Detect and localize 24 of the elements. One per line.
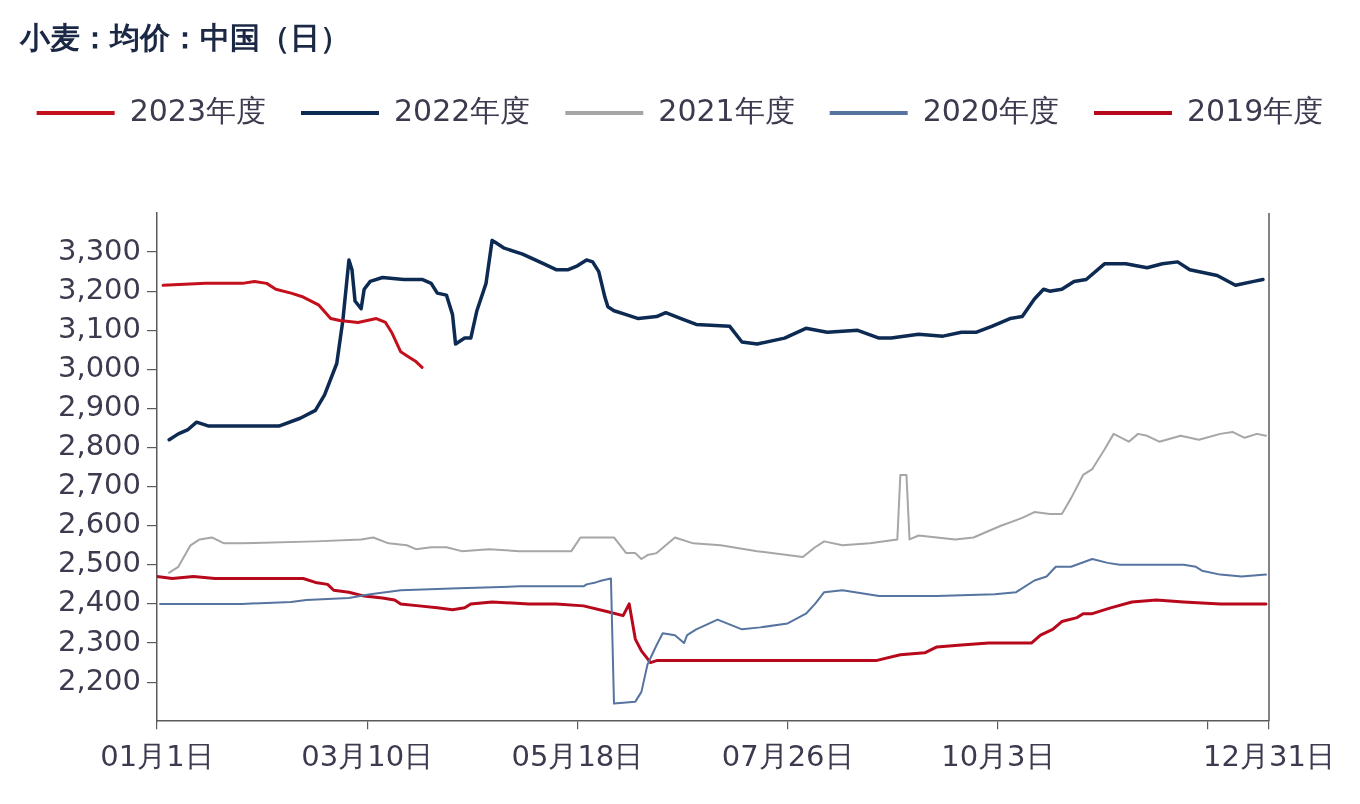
y-tick-label: 2,300 — [57, 623, 141, 658]
y-tick-label: 3,100 — [57, 310, 141, 345]
x-tick-label: 01月1日 — [100, 739, 214, 774]
y-tick-label: 2,400 — [57, 584, 141, 619]
legend-label: 2022年度 — [393, 92, 531, 128]
x-tick-label: 05月18日 — [511, 739, 644, 774]
chart-title: 小麦：均价：中国（日） — [19, 19, 350, 55]
legend-label: 2019年度 — [1187, 92, 1324, 128]
y-tick-label: 3,000 — [57, 349, 141, 384]
legend-label: 2021年度 — [658, 92, 795, 128]
y-tick-label: 2,500 — [57, 545, 141, 580]
y-tick-label: 2,200 — [57, 662, 141, 697]
x-tick-label: 03月10日 — [301, 739, 434, 774]
x-tick-label: 10月3日 — [941, 739, 1055, 774]
y-tick-label: 2,600 — [57, 506, 141, 541]
legend-label: 2023年度 — [129, 92, 266, 128]
y-tick-label: 2,900 — [57, 388, 141, 423]
x-tick-label: 07月26日 — [721, 739, 854, 774]
y-tick-label: 3,200 — [57, 271, 141, 306]
y-tick-label: 2,700 — [57, 467, 141, 502]
y-tick-label: 2,800 — [57, 428, 141, 463]
legend-label: 2020年度 — [922, 92, 1060, 128]
y-tick-label: 3,300 — [57, 232, 141, 267]
x-tick-label: 12月31日 — [1203, 739, 1335, 774]
